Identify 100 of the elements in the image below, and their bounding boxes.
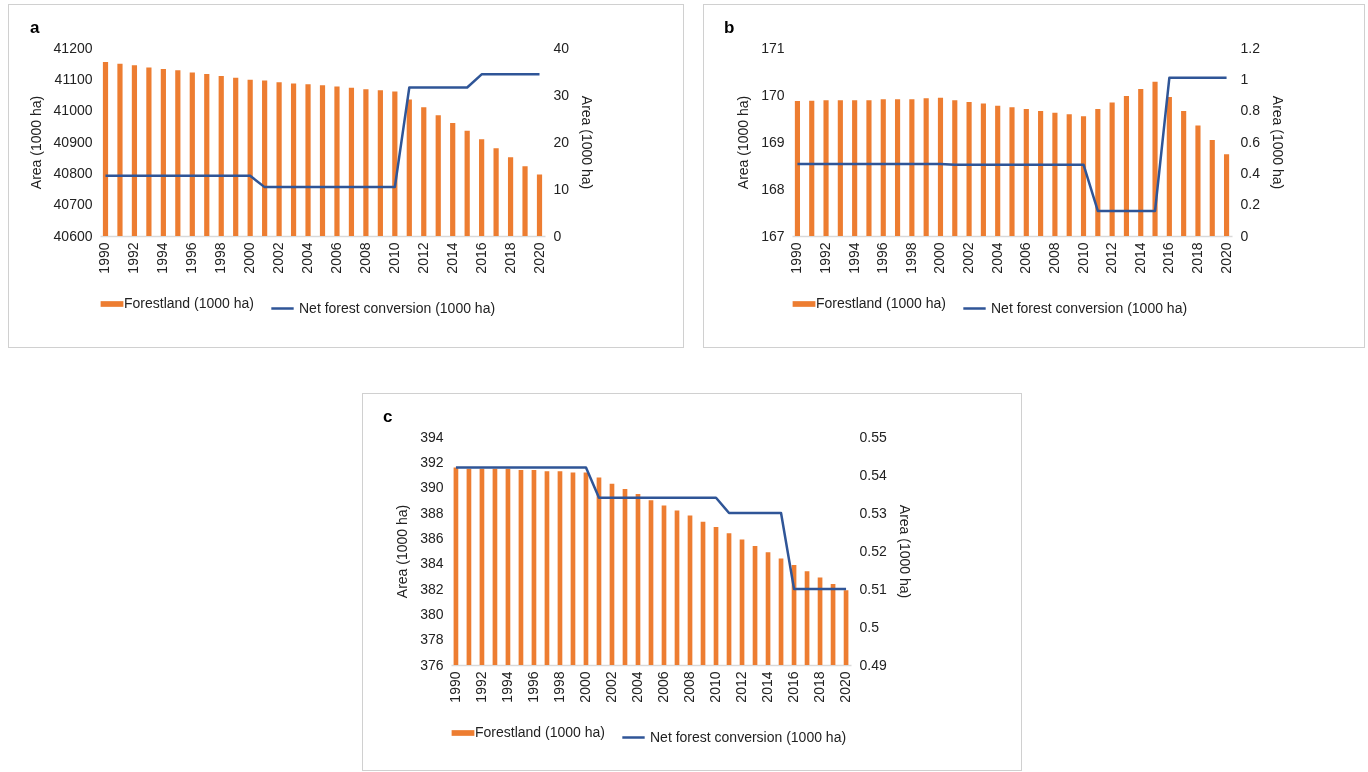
- y-tick-label: 41000: [53, 102, 93, 119]
- x-tick-label: 2016: [1160, 242, 1177, 274]
- x-tick-label: 2018: [811, 671, 828, 703]
- y-tick-label: 386: [420, 529, 444, 546]
- line-series: [796, 76, 1228, 213]
- line-series: [454, 466, 848, 591]
- y-axis-title: Area (1000 ha): [735, 95, 752, 190]
- y-axis-title: Area (1000 ha): [394, 504, 411, 599]
- y2-axis-title: Area (1000 ha): [579, 95, 596, 190]
- y2-tick-label: 0.8: [1240, 102, 1261, 119]
- x-tick-label: 2016: [472, 242, 489, 274]
- y2-tick-label: 0: [1240, 227, 1249, 244]
- y2-tick-label: 0.52: [859, 542, 887, 559]
- x-tick-label: 1994: [498, 671, 515, 703]
- y-tick-label: 171: [761, 39, 785, 56]
- x-tick-label: 1998: [550, 671, 567, 703]
- y2-tick-label: 10: [553, 180, 570, 197]
- y-tick-label: 40700: [53, 196, 93, 213]
- x-tick-label: 2006: [1017, 242, 1034, 274]
- legend-label: Net forest conversion (1000 ha): [650, 728, 847, 745]
- y-tick-label: 390: [420, 479, 444, 496]
- x-tick-label: 2014: [1131, 242, 1148, 274]
- x-tick-label: 2004: [629, 671, 645, 703]
- y2-tick-label: 0.53: [859, 504, 887, 521]
- x-tick-label: 2020: [530, 242, 547, 274]
- x-tick-label: 2002: [270, 242, 287, 274]
- x-tick-label: 1996: [524, 671, 541, 703]
- y-tick-label: 392: [420, 453, 444, 470]
- y-tick-label: 382: [420, 580, 444, 597]
- x-tick-label: 1992: [817, 242, 834, 274]
- y2-axis-title: Area (1000 ha): [1269, 95, 1286, 190]
- y2-tick-label: 30: [553, 86, 570, 103]
- y2-tick-label: 0.6: [1240, 133, 1261, 150]
- y2-tick-label: 0.2: [1240, 196, 1261, 213]
- y2-tick-label: 1.2: [1240, 39, 1261, 56]
- y-tick-label: 394: [420, 428, 444, 445]
- legend-label: Net forest conversion (1000 ha): [991, 299, 1188, 316]
- y-tick-label: 40600: [53, 227, 93, 244]
- x-tick-label: 2020: [837, 671, 854, 703]
- x-tick-label: 2000: [931, 242, 948, 274]
- x-tick-label: 2014: [759, 671, 776, 703]
- x-tick-label: 1994: [845, 242, 862, 274]
- chart-title: b: [724, 18, 735, 37]
- x-tick-label: 1992: [472, 671, 489, 703]
- x-tick-label: 2018: [501, 242, 518, 274]
- line-series: [104, 73, 541, 189]
- x-tick-label: 2008: [1045, 242, 1062, 274]
- x-tick-label: 2002: [602, 671, 619, 703]
- y2-tick-label: 0.51: [859, 580, 887, 597]
- y-tick-label: 376: [420, 656, 444, 673]
- y-axis-title: Area (1000 ha): [27, 95, 44, 190]
- x-tick-label: 1998: [212, 242, 229, 274]
- y-tick-label: 384: [420, 555, 444, 572]
- y-tick-label: 40800: [53, 164, 93, 181]
- x-tick-label: 2006: [655, 671, 671, 703]
- x-tick-label: 1990: [788, 242, 805, 274]
- x-tick-label: 1996: [874, 242, 891, 274]
- legend-label: Forestland (1000 ha): [124, 295, 254, 311]
- y2-tick-label: 0.5: [859, 618, 880, 635]
- x-tick-label: 2012: [733, 671, 750, 703]
- y2-tick-label: 1: [1240, 70, 1249, 87]
- x-tick-label: 1990: [446, 671, 463, 703]
- x-tick-label: 2010: [707, 671, 724, 703]
- y2-tick-label: 0.49: [859, 656, 887, 673]
- y-tick-label: 378: [420, 631, 444, 648]
- x-tick-label: 2012: [1103, 242, 1120, 274]
- x-tick-label: 2016: [785, 671, 802, 703]
- y-tick-label: 168: [761, 180, 785, 197]
- y-tick-label: 380: [420, 605, 444, 622]
- legend-label: Forestland (1000 ha): [475, 724, 605, 740]
- x-tick-label: 2000: [241, 242, 258, 274]
- x-tick-label: 2010: [385, 242, 402, 274]
- y2-tick-label: 0: [553, 227, 562, 244]
- x-tick-label: 2000: [576, 671, 593, 703]
- x-tick-label: 1994: [154, 242, 171, 274]
- y2-tick-label: 0.54: [859, 466, 887, 483]
- y-tick-label: 167: [761, 227, 785, 244]
- chart-title: a: [30, 18, 40, 37]
- y-tick-label: 388: [420, 504, 444, 521]
- chart-title: c: [383, 407, 393, 426]
- x-tick-label: 2004: [299, 242, 316, 274]
- y2-tick-label: 0.4: [1240, 164, 1261, 181]
- x-tick-label: 2020: [1217, 242, 1234, 274]
- y2-axis-title: Area (1000 ha): [896, 504, 913, 599]
- y-tick-label: 169: [761, 133, 785, 150]
- x-tick-label: 2014: [443, 242, 460, 274]
- x-tick-label: 1990: [96, 242, 113, 274]
- y2-tick-label: 20: [553, 133, 570, 150]
- x-tick-label: 1996: [183, 242, 200, 274]
- y-tick-label: 170: [761, 86, 785, 103]
- x-tick-label: 2008: [356, 242, 373, 274]
- x-tick-label: 2006: [327, 242, 344, 274]
- x-tick-label: 2002: [960, 242, 977, 274]
- y2-tick-label: 0.55: [859, 428, 887, 445]
- y2-tick-label: 40: [553, 39, 570, 56]
- legend-label: Net forest conversion (1000 ha): [299, 299, 496, 316]
- x-tick-label: 2004: [988, 242, 1005, 274]
- y-tick-label: 41100: [54, 70, 93, 87]
- x-tick-label: 2012: [414, 242, 431, 274]
- x-tick-label: 2008: [681, 671, 698, 703]
